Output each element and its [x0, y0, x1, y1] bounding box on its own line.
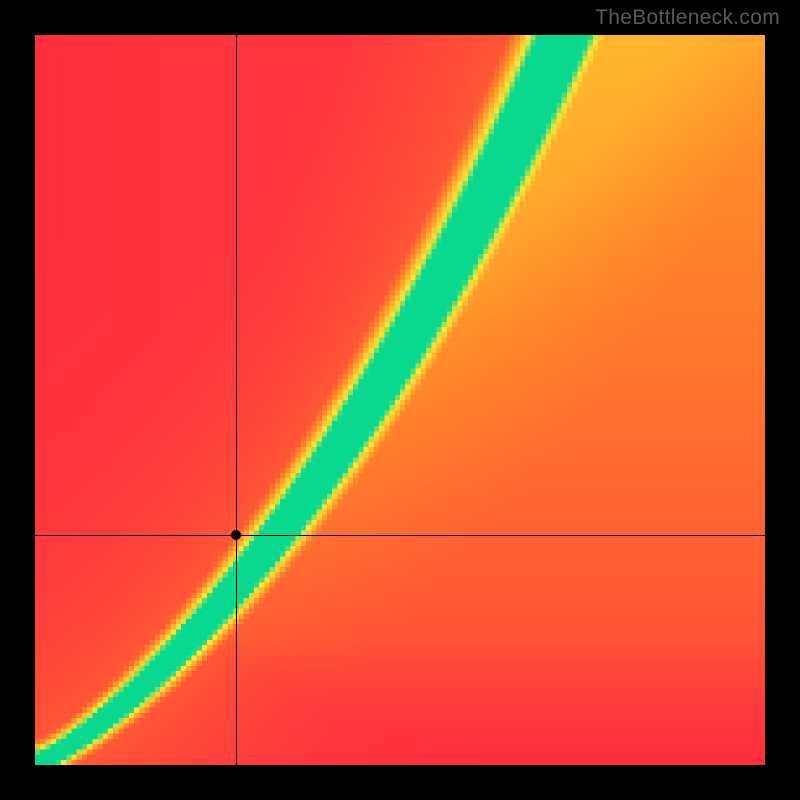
crosshair-vertical — [236, 35, 237, 765]
plot-area — [35, 35, 765, 765]
watermark-text: TheBottleneck.com — [595, 6, 780, 30]
bottleneck-heatmap — [35, 35, 765, 765]
selection-marker-dot — [231, 530, 241, 540]
crosshair-horizontal — [35, 535, 765, 536]
